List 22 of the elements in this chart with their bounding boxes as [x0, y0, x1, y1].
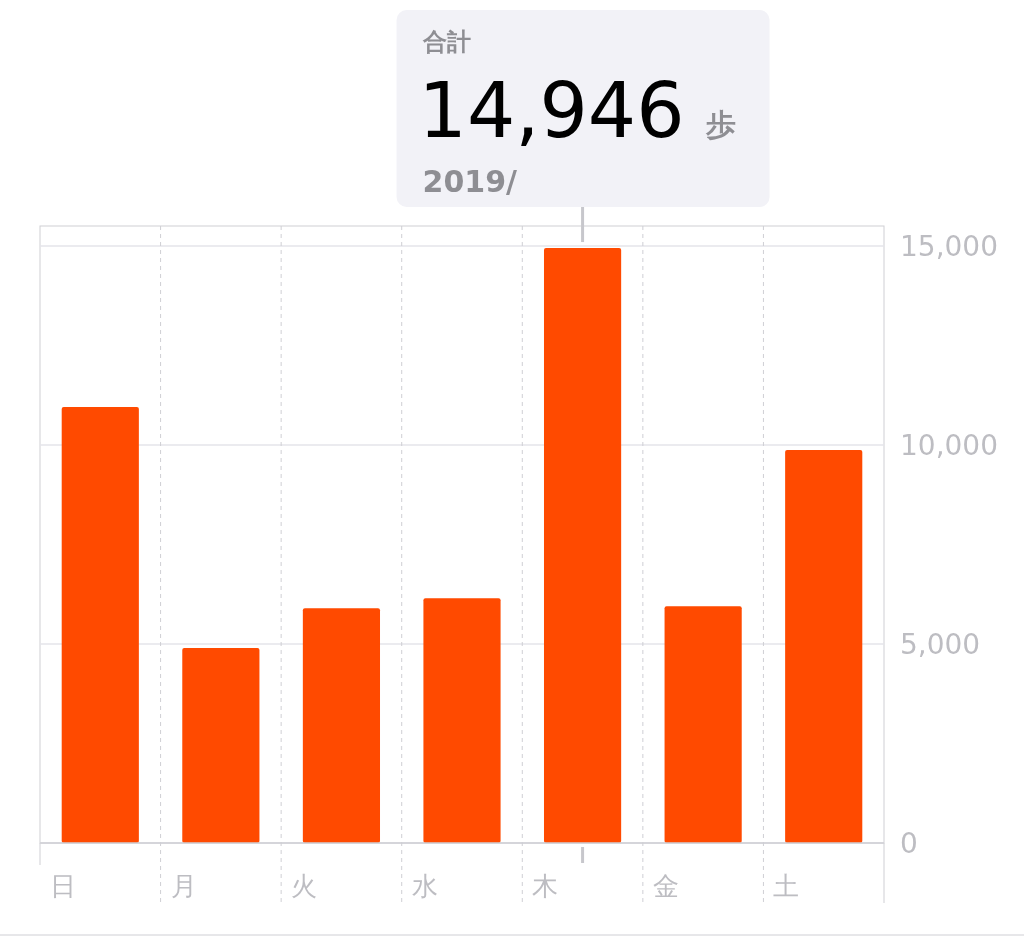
text: 2019/ [422, 164, 518, 199]
x-tick-label: 水 [411, 871, 438, 901]
y-tick-label: 5,000 [900, 627, 981, 661]
y-tick-label: 0 [900, 827, 918, 860]
text: 合計 [421, 28, 471, 56]
y-tick-label: 10,000 [900, 428, 998, 462]
x-tick-label: 土 [773, 871, 800, 901]
bar [785, 450, 863, 843]
annotation: 14,946 [418, 66, 685, 155]
bar [302, 608, 381, 843]
x-tick-label: 木 [532, 871, 559, 901]
x-tick-label: 月 [170, 871, 197, 901]
bar [182, 647, 260, 843]
bar [61, 407, 139, 843]
bar [543, 248, 622, 843]
x-tick-label: 金 [652, 871, 679, 901]
text: 歩 [704, 107, 736, 142]
x-tick-label: 火 [291, 871, 318, 901]
y-tick-label: 15,000 [900, 229, 998, 263]
bar [664, 606, 742, 843]
x-tick-label: 日 [50, 871, 76, 901]
bar [423, 598, 501, 843]
